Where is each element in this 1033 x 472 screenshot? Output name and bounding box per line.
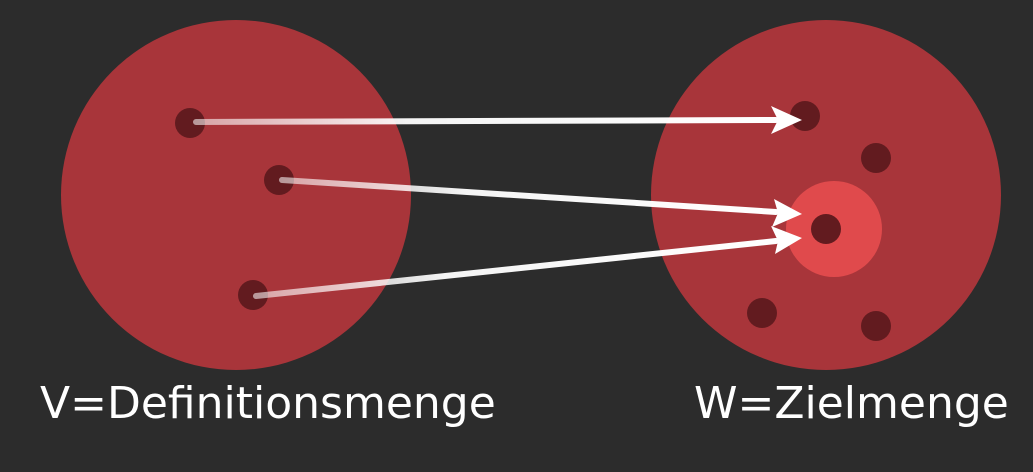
codomain-point-bottom-right [861, 311, 891, 341]
codomain-point-bottom-left [747, 298, 777, 328]
domain-point-3 [238, 280, 268, 310]
domain-set-label: V=Definitionsmenge [40, 378, 496, 429]
domain-point-1 [175, 108, 205, 138]
codomain-point-image [811, 214, 841, 244]
mapping-arrow-1 [193, 106, 802, 134]
domain-set-circle [61, 20, 411, 370]
mapping-arrow-2 [279, 177, 802, 227]
mapping-arrow-3 [253, 226, 802, 299]
codomain-point-right [861, 143, 891, 173]
codomain-set-label: W=Zielmenge [694, 378, 1009, 429]
codomain-point-top [790, 101, 820, 131]
